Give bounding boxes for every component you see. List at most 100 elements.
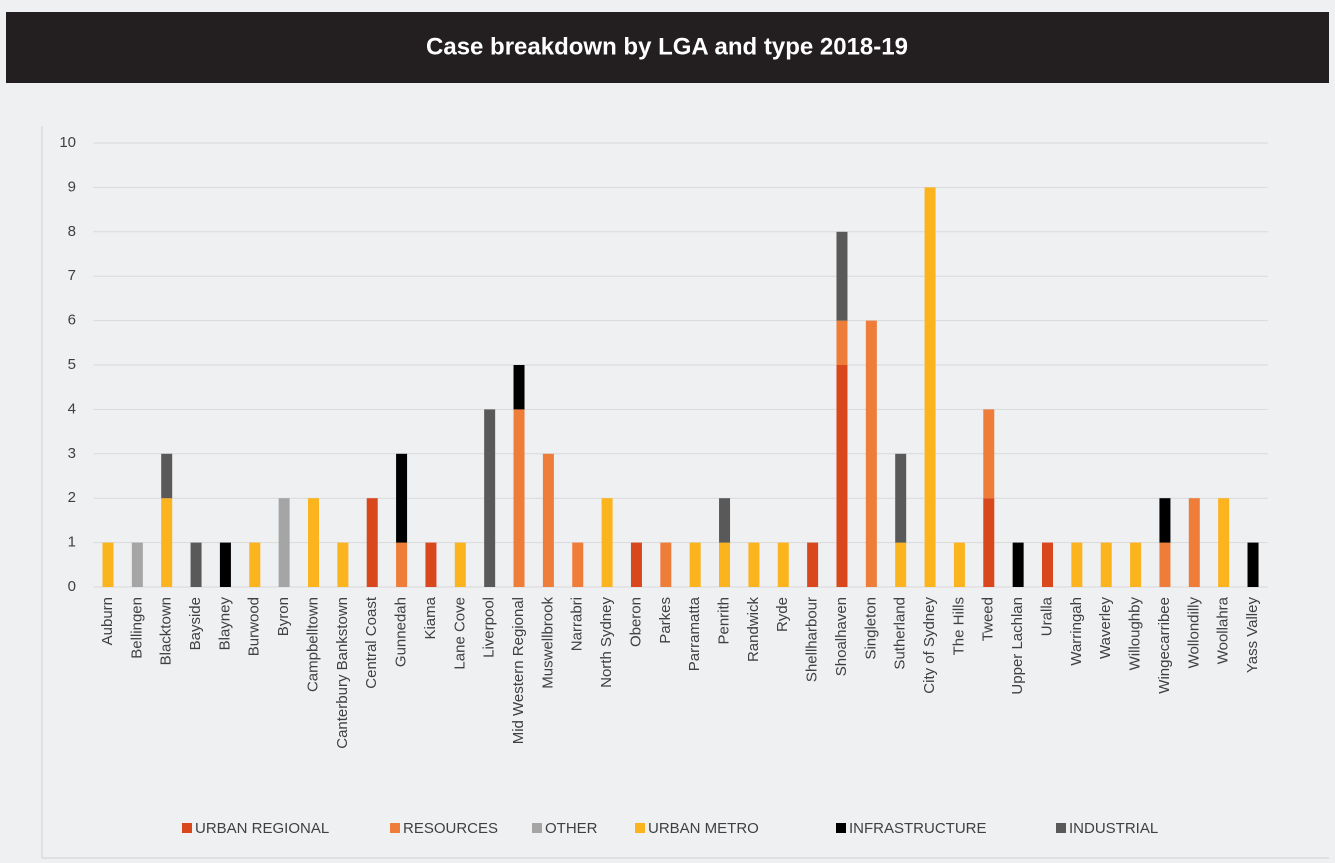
x-tick-label: Blacktown (158, 597, 175, 665)
x-tick-label: Upper Lachlan (1009, 597, 1026, 695)
bar-segment (895, 453, 907, 543)
y-tick-label: 8 (68, 223, 76, 240)
x-tick-label: Byron (275, 597, 292, 636)
y-tick-label: 3 (68, 445, 76, 462)
x-tick-label: The Hills (950, 597, 967, 655)
bar-segment (953, 542, 965, 587)
y-tick-label: 1 (68, 534, 76, 551)
legend-swatch (836, 823, 846, 833)
bar-segment (1100, 542, 1112, 587)
legend-swatch (532, 823, 542, 833)
bar-segment (1188, 498, 1200, 587)
x-tick-label: Randwick (745, 597, 762, 663)
y-tick-label: 9 (68, 178, 76, 195)
x-tick-label: Lane Cove (451, 597, 468, 670)
y-tick-label: 0 (68, 578, 76, 595)
bar-segment (924, 187, 936, 587)
x-tick-label: Blayney (216, 597, 233, 651)
chart-title: Case breakdown by LGA and type 2018-19 (426, 33, 908, 60)
x-tick-label: Canterbury Bankstown (334, 597, 351, 749)
bar-segment (513, 365, 525, 410)
y-tick-label: 10 (59, 134, 76, 151)
legend-label: RESOURCES (403, 820, 498, 837)
x-tick-label: Wollondilly (1185, 597, 1202, 669)
bar-segment (777, 542, 789, 587)
legend-label: URBAN REGIONAL (195, 820, 329, 837)
y-tick-label: 6 (68, 312, 76, 329)
bar-segment (1012, 542, 1024, 587)
x-tick-label: Mid Western Regional (510, 597, 527, 744)
bar-segment (895, 542, 907, 587)
x-tick-label: City of Sydney (921, 597, 938, 694)
x-tick-label: Narrabri (569, 597, 586, 651)
bar-segment (836, 365, 848, 587)
bar-segment (1042, 542, 1053, 587)
bar-segment (807, 542, 819, 587)
header (6, 12, 1329, 83)
bar-segment (983, 498, 995, 587)
bar-segment (1159, 498, 1171, 543)
bar-segment (865, 320, 877, 587)
bar-segment (131, 542, 143, 587)
bar-segment (484, 409, 496, 587)
bar-segment (601, 498, 613, 587)
bar-segment (689, 542, 701, 587)
bar-segment (249, 542, 261, 587)
y-tick-label: 7 (68, 267, 76, 284)
legend-label: URBAN METRO (648, 820, 759, 837)
bar-segment (1130, 542, 1142, 587)
x-tick-label: Kiama (422, 596, 439, 639)
x-tick-label: Bayside (187, 597, 204, 650)
bar-segment (983, 409, 995, 499)
bar-segment (190, 542, 202, 587)
x-tick-label: Sutherland (892, 597, 909, 670)
x-tick-label: Warringah (1068, 597, 1085, 666)
legend-label: INFRASTRUCTURE (849, 820, 987, 837)
bar-segment (1071, 542, 1083, 587)
bar-segment (1218, 498, 1230, 587)
x-tick-label: Uralla (1038, 596, 1055, 636)
bar-segment (719, 542, 731, 587)
x-tick-label: Singleton (862, 597, 879, 660)
y-tick-label: 2 (68, 489, 76, 506)
bar-segment (337, 542, 349, 587)
x-tick-label: Willoughby (1127, 597, 1144, 671)
bar-segment (748, 542, 760, 587)
bar-segment (513, 409, 525, 587)
bar-segment (161, 453, 173, 499)
bar-segment (366, 498, 378, 587)
bar-segment (1247, 542, 1259, 587)
x-tick-label: Waverley (1097, 597, 1114, 659)
legend-swatch (182, 823, 192, 833)
legend-swatch (1056, 823, 1066, 833)
bar-segment (454, 542, 466, 587)
x-tick-label: Central Coast (363, 596, 380, 689)
bar-segment (630, 542, 642, 587)
x-tick-label: Parkes (657, 597, 674, 644)
x-tick-label: Woollahra (1215, 596, 1232, 664)
bar-segment (102, 542, 114, 587)
x-tick-label: Burwood (246, 597, 263, 656)
bar-segment (161, 498, 173, 587)
legend-label: INDUSTRIAL (1069, 820, 1158, 837)
bar-segment (836, 231, 848, 321)
x-tick-label: Liverpool (481, 597, 498, 658)
x-tick-label: North Sydney (598, 597, 615, 688)
x-tick-label: Campbelltown (304, 597, 321, 692)
y-tick-label: 4 (68, 400, 76, 417)
bar-segment (836, 320, 848, 365)
x-tick-label: Shellharbour (804, 597, 821, 682)
legend-swatch (635, 823, 645, 833)
x-tick-label: Bellingen (128, 597, 145, 659)
x-tick-label: Yass Valley (1244, 597, 1261, 674)
bar-segment (425, 542, 437, 587)
bar-segment (308, 498, 319, 587)
bar-segment (219, 542, 231, 587)
bar-segment (1159, 542, 1171, 587)
x-tick-label: Muswellbrook (539, 597, 556, 689)
x-tick-label: Tweed (980, 597, 997, 641)
x-tick-label: Oberon (627, 597, 644, 647)
